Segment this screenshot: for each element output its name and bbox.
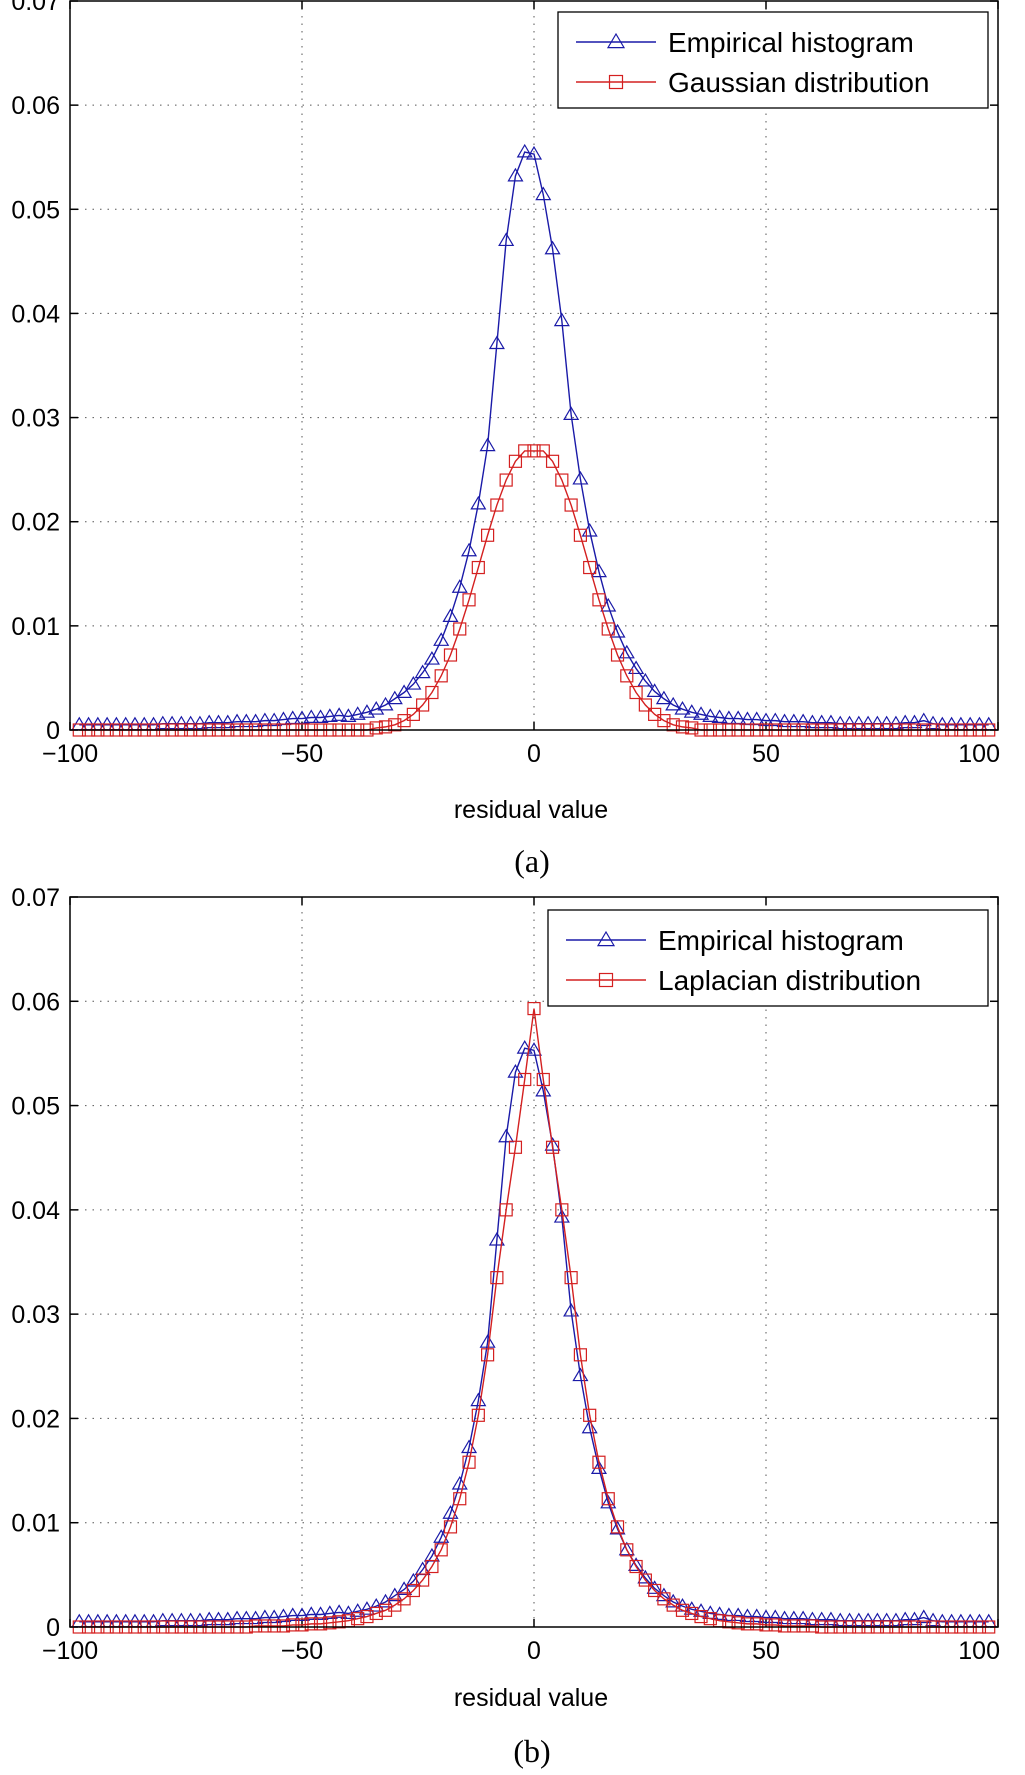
- y-tick-label: 0: [46, 717, 60, 745]
- y-tick-label: 0.06: [11, 988, 60, 1016]
- y-tick-label: 0.05: [11, 1093, 60, 1121]
- x-tick-label: −50: [281, 1637, 323, 1665]
- x-tick-label: −50: [281, 740, 323, 768]
- y-tick-label: 0.03: [11, 1301, 60, 1329]
- y-tick-label: 0.05: [11, 196, 60, 224]
- x-tick-label: 0: [527, 1637, 541, 1665]
- chart-panel-a: −100−5005010000.010.020.030.040.050.060.…: [11, 0, 1000, 879]
- x-tick-label: 100: [958, 1637, 1000, 1665]
- x-tick-label: 50: [752, 1637, 780, 1665]
- legend-label: Empirical histogram: [668, 27, 914, 58]
- x-axis-label: residual value: [454, 1684, 608, 1712]
- y-tick-label: 0.02: [11, 509, 60, 537]
- y-tick-label: 0.04: [11, 300, 60, 328]
- y-tick-label: 0.06: [11, 92, 60, 120]
- y-tick-label: 0.03: [11, 405, 60, 433]
- y-tick-label: 0.04: [11, 1197, 60, 1225]
- y-tick-label: 0.01: [11, 1510, 60, 1538]
- y-tick-label: 0.07: [11, 0, 60, 16]
- legend-label: Laplacian distribution: [658, 965, 921, 996]
- legend-label: Gaussian distribution: [668, 67, 929, 98]
- x-tick-label: 100: [958, 740, 1000, 768]
- y-tick-label: 0.01: [11, 613, 60, 641]
- legend: Empirical histogram Laplacian distributio…: [548, 910, 988, 1006]
- x-tick-label: 0: [527, 740, 541, 768]
- y-tick-label: 0.02: [11, 1405, 60, 1433]
- x-tick-label: 50: [752, 740, 780, 768]
- y-tick-label: 0.07: [11, 884, 60, 912]
- x-axis-label: residual value: [454, 796, 608, 824]
- legend-label: Empirical histogram: [658, 925, 904, 956]
- y-tick-label: 0: [46, 1614, 60, 1642]
- panel-caption: (a): [514, 843, 550, 879]
- panel-caption: (b): [513, 1733, 550, 1769]
- chart-panel-b: −100−5005010000.010.020.030.040.050.060.…: [11, 884, 1000, 1769]
- plot-area: [70, 1, 998, 730]
- legend: Empirical histogram Gaussian distribution: [558, 12, 988, 108]
